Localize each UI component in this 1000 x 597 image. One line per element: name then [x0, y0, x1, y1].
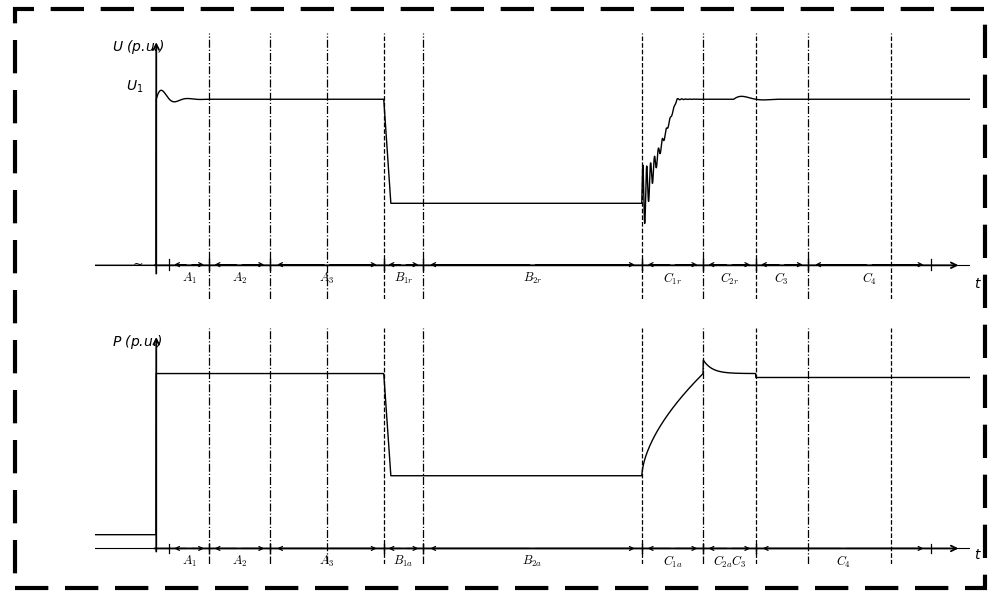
- Text: $A_1$: $A_1$: [182, 271, 197, 286]
- Text: $C_3$: $C_3$: [774, 271, 789, 287]
- Text: $U_1$: $U_1$: [126, 78, 143, 95]
- Text: $t$: $t$: [974, 276, 982, 291]
- Text: $P$ (p.u.): $P$ (p.u.): [112, 333, 163, 351]
- Text: $C_{1r}$: $C_{1r}$: [663, 271, 682, 287]
- Text: $B_{1a}$: $B_{1a}$: [393, 554, 414, 569]
- Text: $C_{1a}$: $C_{1a}$: [663, 554, 682, 570]
- Text: $C_{2a}C_3$: $C_{2a}C_3$: [713, 554, 746, 570]
- Text: $A_2$: $A_2$: [232, 554, 247, 569]
- Text: $A_1$: $A_1$: [182, 554, 197, 569]
- Text: $B_{2a}$: $B_{2a}$: [522, 554, 543, 569]
- Text: $A_3$: $A_3$: [319, 271, 334, 286]
- Text: ~: ~: [133, 258, 143, 270]
- Text: $B_{1r}$: $B_{1r}$: [394, 271, 413, 286]
- Text: $C_4$: $C_4$: [836, 554, 851, 570]
- Text: $A_2$: $A_2$: [232, 271, 247, 286]
- Text: $A_3$: $A_3$: [319, 554, 334, 569]
- Text: $C_4$: $C_4$: [862, 271, 877, 287]
- Text: $t$: $t$: [974, 548, 982, 562]
- Text: $B_{2r}$: $B_{2r}$: [523, 271, 542, 286]
- Text: $C_{2r}$: $C_{2r}$: [720, 271, 739, 287]
- Text: $U$ (p.u.): $U$ (p.u.): [112, 38, 165, 56]
